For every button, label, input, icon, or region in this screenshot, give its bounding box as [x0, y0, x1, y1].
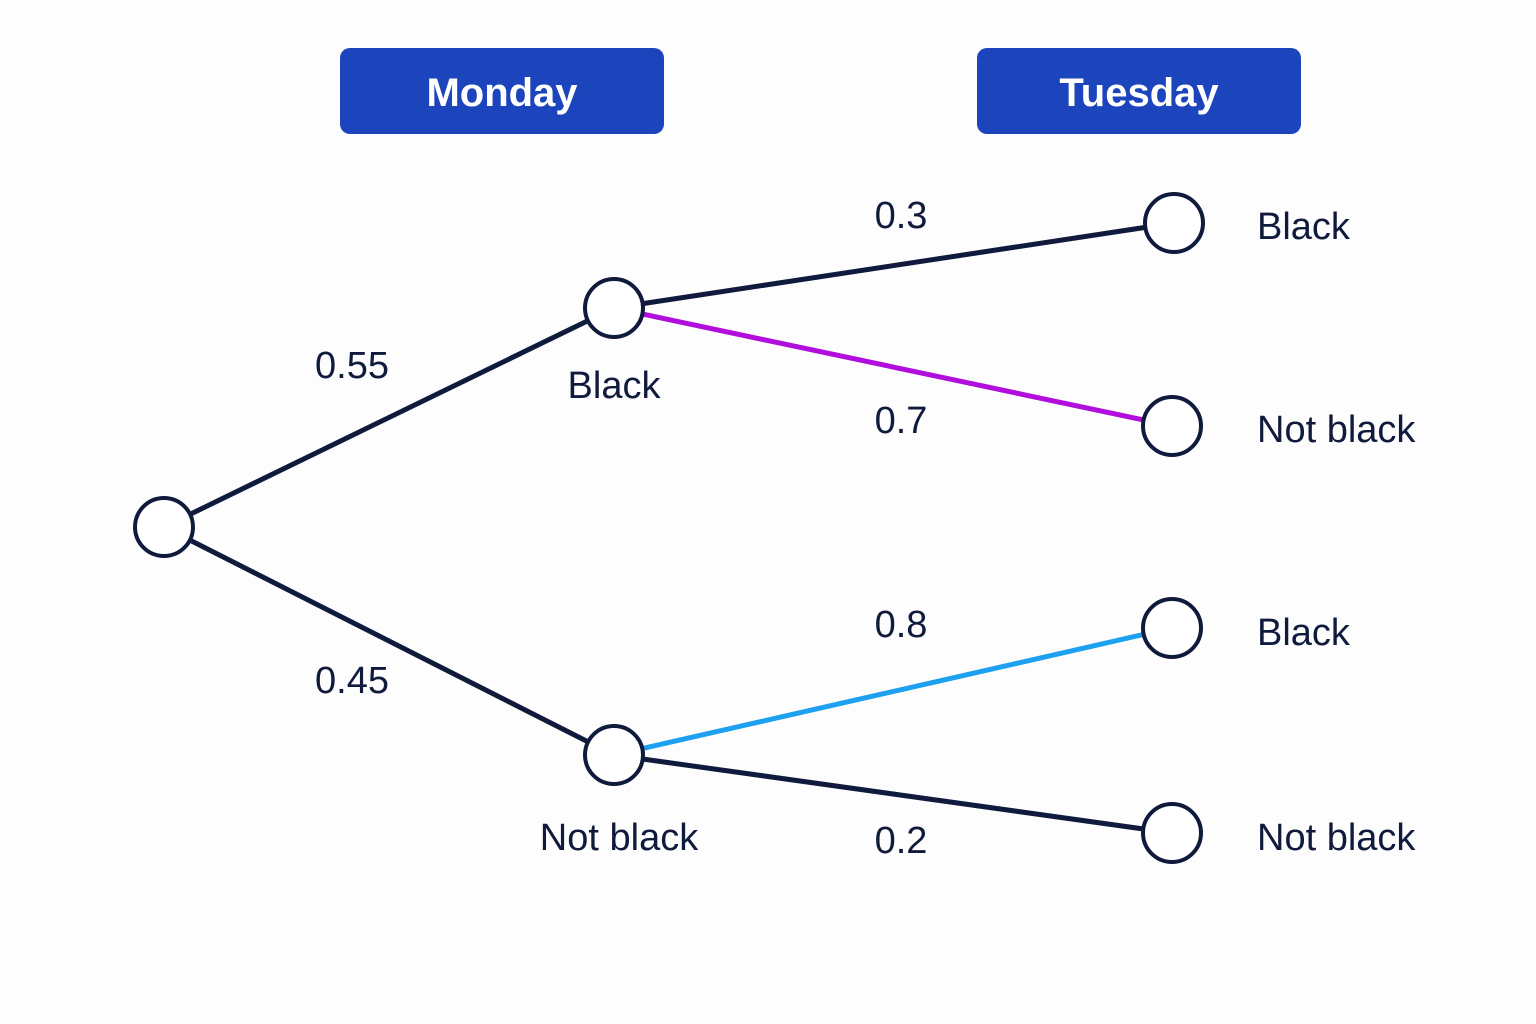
monday-not-black-node: [583, 724, 645, 786]
outcome-label-black-black: Black: [1257, 206, 1351, 248]
branch-black-to-black: [611, 220, 1177, 311]
root-node: [133, 496, 195, 558]
prob-label-not-black-not-black: 0.2: [875, 820, 928, 862]
outcome-label-monday-not-black: Not black: [540, 817, 699, 859]
branch-not-black-to-not-black: [611, 752, 1175, 836]
branch-root-to-black: [161, 305, 617, 530]
outcome-label-not-black-not-black: Not black: [1257, 817, 1416, 859]
tuesday-not-black-after-black-node: [1141, 395, 1203, 457]
branch-root-to-not-black: [161, 524, 617, 758]
outcome-label-not-black-black: Black: [1257, 612, 1351, 654]
prob-label-black-black: 0.3: [875, 195, 928, 237]
tuesday-header-label: Tuesday: [1059, 71, 1219, 115]
branch-black-to-not-black: [611, 305, 1175, 429]
tuesday-black-after-black-node: [1143, 192, 1205, 254]
monday-header-box: [340, 48, 664, 134]
tuesday-header: Tuesday: [977, 48, 1301, 134]
tuesday-not-black-after-not-black-node: [1141, 802, 1203, 864]
prob-label-black-not-black: 0.7: [875, 400, 928, 442]
prob-label-monday-not-black: 0.45: [315, 660, 389, 702]
tuesday-header-box: [977, 48, 1301, 134]
tuesday-black-after-not-black-node: [1141, 597, 1203, 659]
monday-header: Monday: [340, 48, 664, 134]
outcome-label-black-not-black: Not black: [1257, 409, 1416, 451]
outcome-label-monday-black: Black: [568, 365, 662, 407]
monday-black-node: [583, 277, 645, 339]
monday-header-label: Monday: [426, 71, 578, 115]
branch-not-black-to-black: [611, 625, 1175, 758]
prob-label-not-black-black: 0.8: [875, 604, 928, 646]
prob-label-monday-black: 0.55: [315, 345, 389, 387]
